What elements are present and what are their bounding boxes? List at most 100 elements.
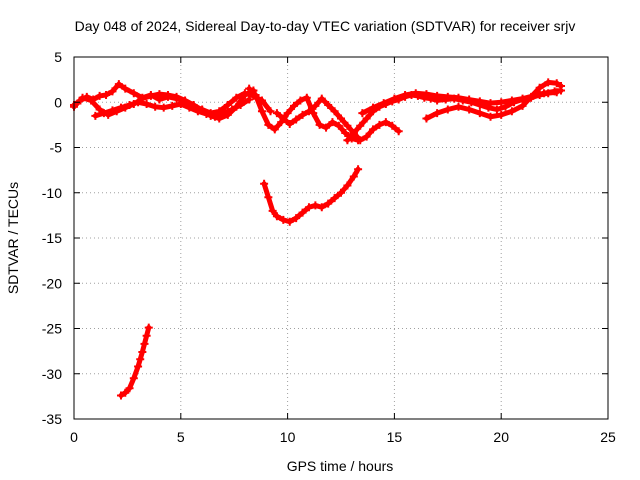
data-point-marker <box>146 91 155 100</box>
data-point-marker <box>304 203 313 212</box>
series-track-9 <box>260 165 363 226</box>
data-point-marker <box>176 100 185 109</box>
data-point-marker <box>232 93 241 102</box>
x-tick-label: 15 <box>387 429 403 445</box>
data-point-marker <box>236 100 245 109</box>
data-point-marker <box>185 103 194 112</box>
data-point-marker <box>116 103 125 112</box>
data-point-marker <box>181 96 190 105</box>
series-track-5 <box>272 94 403 145</box>
data-point-marker <box>264 120 273 129</box>
data-point-marker <box>290 101 299 110</box>
data-point-marker <box>240 91 249 100</box>
data-point-marker <box>144 323 153 332</box>
y-tick-label: 5 <box>54 49 62 65</box>
data-point-marker <box>279 114 288 123</box>
data-point-marker <box>486 99 495 108</box>
data-point-marker <box>539 89 548 98</box>
data-point-marker <box>251 91 260 100</box>
data-point-marker <box>390 94 399 103</box>
x-tick-label: 25 <box>600 429 616 445</box>
y-tick-label: -35 <box>42 411 62 427</box>
data-point-marker <box>163 91 172 100</box>
series-track-10 <box>116 323 153 400</box>
data-point-marker <box>443 105 452 114</box>
data-point-marker <box>87 96 96 105</box>
data-point-marker <box>114 80 123 89</box>
data-point-marker <box>328 118 337 127</box>
data-point-marker <box>138 348 147 357</box>
data-point-marker <box>193 107 202 116</box>
x-tick-label: 10 <box>280 429 296 445</box>
series-trace <box>261 166 361 225</box>
data-point-marker <box>202 110 211 119</box>
data-point-marker <box>142 100 151 109</box>
data-point-marker <box>129 89 138 98</box>
data-point-marker <box>343 181 352 190</box>
data-point-marker <box>268 206 277 215</box>
axis-ticks: 0 5 10 15 20 25 5 0 -5 -10 -15 -20 -25 -30 -35 <box>42 49 616 445</box>
data-point-marker <box>285 119 294 128</box>
series-track-3 <box>91 95 254 121</box>
data-point-marker <box>518 101 527 110</box>
data-series <box>70 78 566 400</box>
data-point-marker <box>362 114 371 123</box>
data-point-marker <box>497 98 506 107</box>
data-point-marker <box>121 388 130 397</box>
data-point-marker <box>292 214 301 223</box>
data-point-marker <box>311 201 320 210</box>
series-track-8 <box>422 78 566 123</box>
data-point-marker <box>260 179 269 188</box>
data-point-marker <box>302 93 311 102</box>
data-point-marker <box>544 78 553 87</box>
y-tick-label: -25 <box>42 321 62 337</box>
data-point-marker <box>151 102 160 111</box>
data-point-marker <box>298 208 307 217</box>
data-point-marker <box>292 115 301 124</box>
data-point-marker <box>475 109 484 118</box>
data-point-marker <box>324 199 333 208</box>
data-point-marker <box>369 103 378 112</box>
data-point-marker <box>501 102 510 111</box>
data-point-marker <box>125 384 134 393</box>
data-point-marker <box>134 362 143 371</box>
data-point-marker <box>465 95 474 104</box>
x-tick-label: 0 <box>70 429 78 445</box>
data-point-marker <box>527 92 536 101</box>
data-point-marker <box>535 83 544 92</box>
data-point-marker <box>298 110 307 119</box>
chart-title: Day 048 of 2024, Sidereal Day-to-day VTE… <box>75 18 576 34</box>
series-trace <box>118 325 152 398</box>
data-point-marker <box>454 93 463 102</box>
data-point-marker <box>379 99 388 108</box>
data-point-marker <box>330 194 339 203</box>
data-point-marker <box>343 136 352 145</box>
data-point-marker <box>108 106 117 115</box>
data-point-marker <box>433 91 442 100</box>
data-point-marker <box>369 125 378 134</box>
data-point-marker <box>172 92 181 101</box>
data-point-marker <box>324 100 333 109</box>
data-point-marker <box>322 123 331 132</box>
data-point-marker <box>285 217 294 226</box>
data-point-marker <box>507 96 516 105</box>
data-point-marker <box>557 81 566 90</box>
data-point-marker <box>228 105 237 114</box>
data-point-marker <box>279 215 288 224</box>
data-point-marker <box>330 107 339 116</box>
data-point-marker <box>343 121 352 130</box>
data-point-marker <box>337 114 345 123</box>
y-tick-label: 0 <box>54 94 62 110</box>
data-point-marker <box>134 98 143 107</box>
data-point-marker <box>223 100 232 109</box>
data-point-marker <box>317 94 326 103</box>
data-point-marker <box>388 121 397 130</box>
data-point-marker <box>394 127 403 136</box>
data-point-marker <box>245 95 254 104</box>
data-point-marker <box>272 212 281 221</box>
data-point-marker <box>129 374 138 383</box>
data-point-marker <box>168 101 177 110</box>
data-point-marker <box>465 105 474 114</box>
data-point-marker <box>475 97 484 106</box>
